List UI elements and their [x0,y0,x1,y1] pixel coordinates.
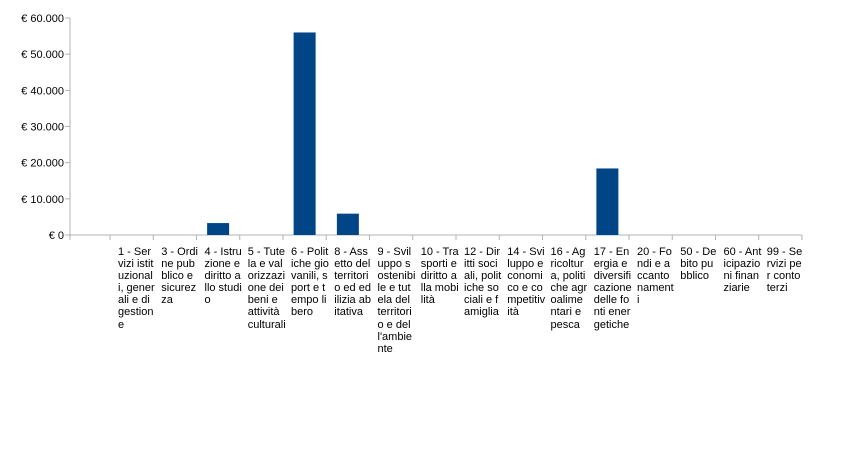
chart-axes [65,18,803,240]
x-tick-label: 20 - Fondi e accantonamenti [637,246,674,307]
x-tick-label: 10 - Trasporti e diritto alla mobilità [420,246,459,307]
x-tick-label: 4 - Istruzione e diritto allo studio [204,246,242,307]
x-tick-label: 16 - Agricoltura, politiche agroalimenta… [550,246,588,331]
x-tick-label: 5 - Tutela e valorizzazione dei beni e a… [247,246,286,331]
y-tick-label: € 50.000 [21,49,64,61]
y-tick-label: € 10.000 [21,194,64,206]
bar [293,32,316,235]
bar [207,223,230,235]
x-tick-label: 8 - Assetto del territorio ed edilizia a… [334,246,371,319]
y-tick-label: € 40.000 [21,85,64,97]
x-tick-label: 14 - Sviluppo economico e competitività [507,246,546,319]
y-tick-label: € 0 [49,230,64,242]
y-axis-ticks: € 0 € 10.000 € 20.000 € 30.000 € 40.000 € 50.… [21,13,70,242]
x-tick-label: 9 - Sviluppo sostenibile e tutela del te… [377,246,416,355]
x-tick-label: 50 - Debito pubblico [680,246,717,283]
x-tick-label: 17 - Energia e diversificazione delle fo… [593,246,632,331]
x-tick-label: 1 - Servizi istituzionali, generali e di… [118,246,155,331]
y-tick-label: € 20.000 [21,158,64,170]
y-tick-label: € 30.000 [21,122,64,134]
x-tick-label: 60 - Anticipazioni finanziarie [723,246,762,295]
bar [336,213,359,235]
bar [596,168,619,235]
x-tick-label: 99 - Servizi per conto terzi [766,246,803,295]
x-tick-label: 6 - Politiche giovanili, sport e tempo l… [291,246,329,319]
x-tick-label: 3 - Ordine pubblico e sicurezza [161,246,198,307]
bar-series [207,32,619,235]
y-tick-label: € 60.000 [21,13,64,25]
x-tick-label: 12 - Diritti sociali, politiche sociali … [464,246,502,319]
